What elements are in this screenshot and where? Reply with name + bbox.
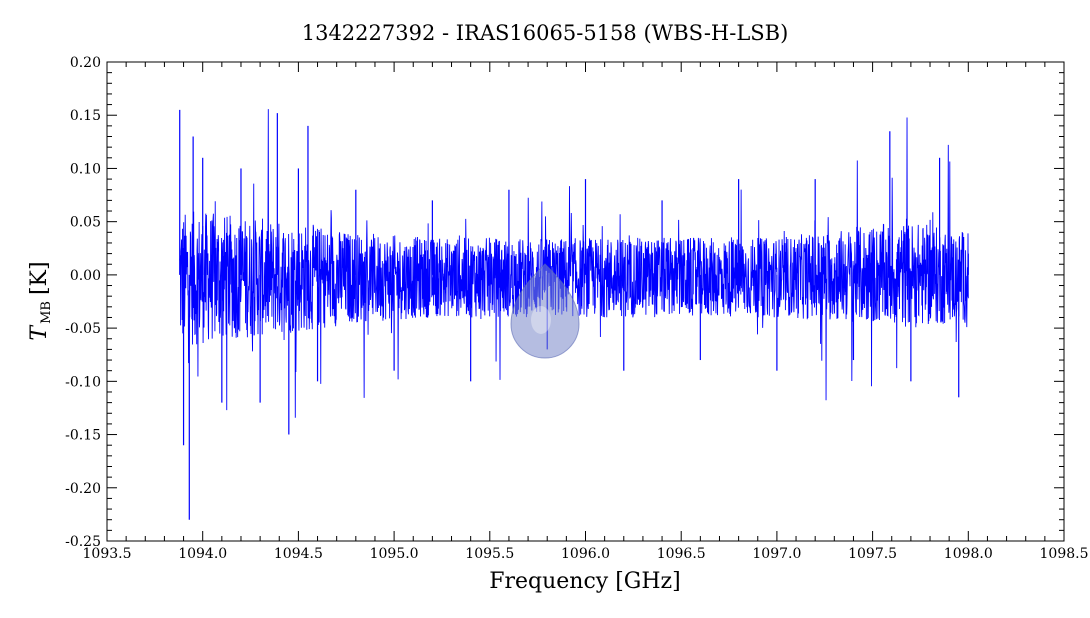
x-tick-label: 1095.0 <box>370 546 419 562</box>
y-tick-label: -0.10 <box>65 374 101 390</box>
x-tick-label: 1096.5 <box>657 546 706 562</box>
chart-title: 1342227392 - IRAS16065-5158 (WBS-H-LSB) <box>302 21 789 45</box>
x-tick-label: 1093.5 <box>83 546 132 562</box>
y-axis-title: TMB [K] <box>27 261 54 340</box>
cursor-marker[interactable] <box>510 263 580 359</box>
x-tick-label: 1096.0 <box>561 546 610 562</box>
cursor-drop-highlight <box>531 306 551 334</box>
y-tick-label: 0.15 <box>70 108 101 124</box>
y-tick-label: 0.10 <box>70 161 101 177</box>
y-tick-label: 0.00 <box>70 268 101 284</box>
plot-area <box>106 61 1065 542</box>
y-tick-label: 0.20 <box>70 55 101 71</box>
x-tick-label: 1098.0 <box>944 546 993 562</box>
x-tick-label: 1094.5 <box>274 546 323 562</box>
x-axis: 1093.5 1094.0 1094.5 1095.0 1095.5 1096.0 1096… <box>83 62 1089 562</box>
y-tick-label: 0.05 <box>70 215 101 231</box>
y-tick-label: -0.20 <box>65 481 101 497</box>
cursor-drop-icon[interactable] <box>510 263 580 359</box>
x-tick-label: 1097.0 <box>752 546 801 562</box>
y-axis: 0.20 0.15 0.10 0.05 0.00 -0.05 -0.10 -0.15 -0.20… <box>65 55 1064 550</box>
y-tick-label: -0.15 <box>65 428 101 444</box>
x-tick-label: 1095.5 <box>465 546 514 562</box>
x-axis-title: Frequency [GHz] <box>489 569 681 594</box>
x-tick-label: 1097.5 <box>848 546 897 562</box>
y-tick-label: -0.05 <box>65 321 101 337</box>
y-axis-title-sub: MB <box>39 301 54 324</box>
x-tick-label: 1094.0 <box>178 546 227 562</box>
spectrum-trace <box>179 109 969 418</box>
y-axis-title-unit: [K] <box>27 261 52 295</box>
y-axis-title-main: T <box>27 324 52 341</box>
svg-text:TMB[K]: TMB [K] <box>27 261 54 340</box>
y-tick-label: -0.25 <box>65 534 101 550</box>
x-tick-label: 1098.5 <box>1040 546 1089 562</box>
